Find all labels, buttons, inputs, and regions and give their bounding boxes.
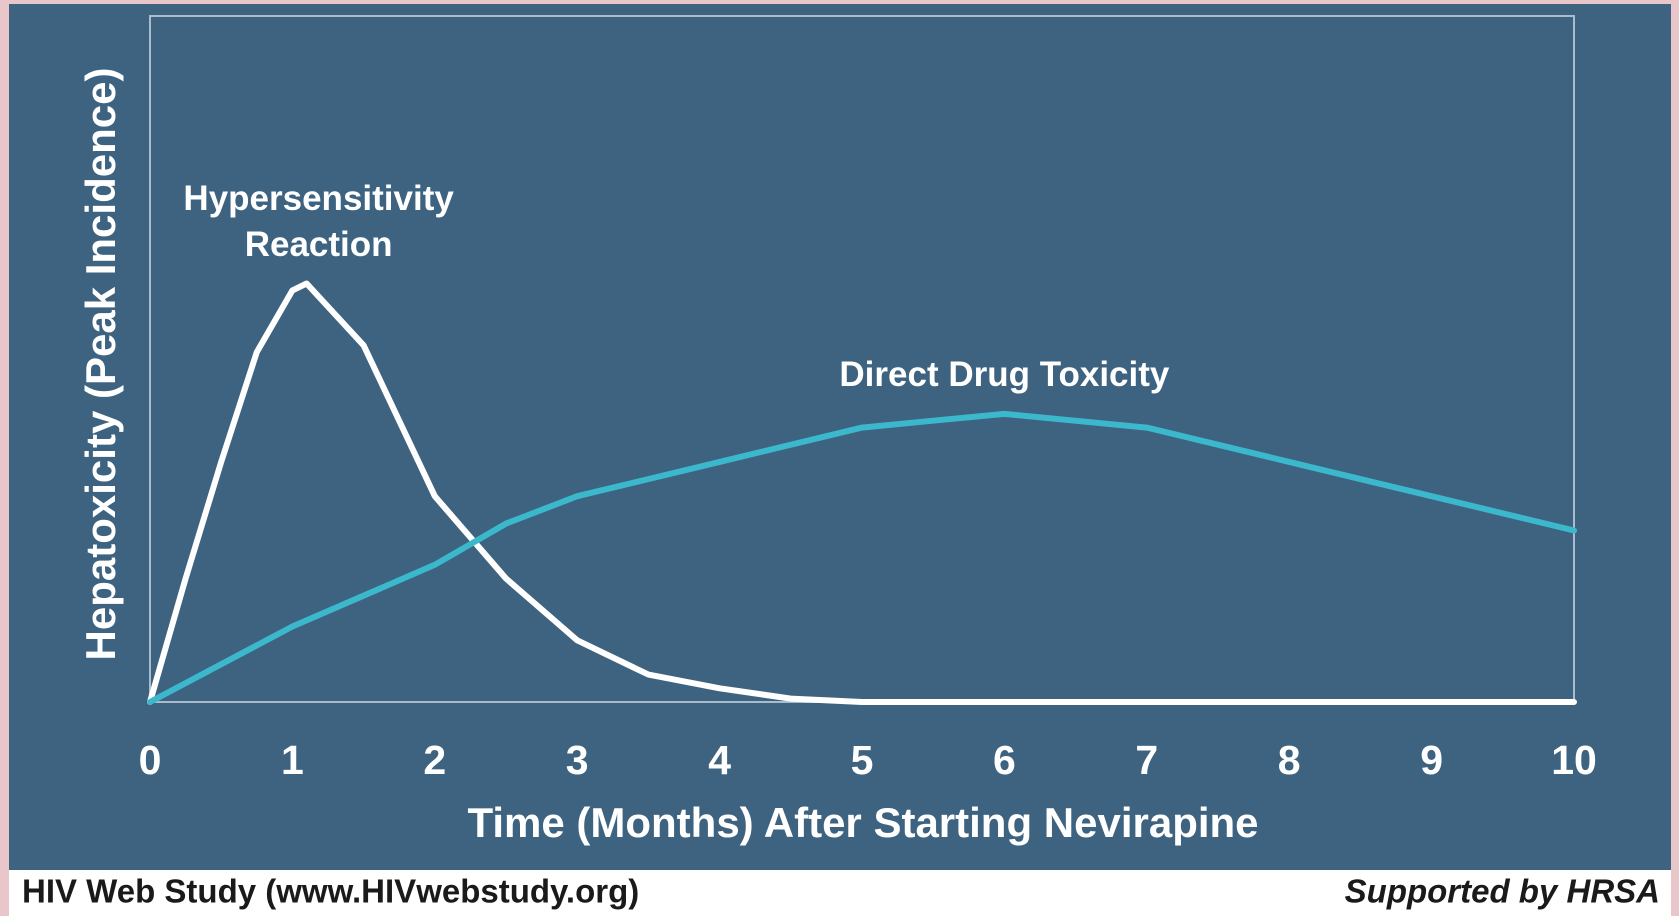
x-tick-label: 0: [139, 737, 162, 783]
x-tick-label: 4: [708, 737, 731, 783]
x-tick-label: 3: [566, 737, 589, 783]
x-tick-label: 1: [281, 737, 304, 783]
x-tick-label: 8: [1278, 737, 1301, 783]
x-tick-label: 6: [993, 737, 1016, 783]
x-tick-label: 7: [1135, 737, 1158, 783]
x-tick-label: 9: [1420, 737, 1443, 783]
x-tick-label: 10: [1551, 737, 1597, 783]
panel: [9, 4, 1671, 870]
footer-right: Supported by HRSA: [1345, 873, 1660, 910]
y-axis-label: Hepatoxicity (Peak Incidence): [77, 68, 124, 661]
line-series: [147, 280, 1577, 705]
line-series: [147, 410, 1577, 705]
x-tick-label: 5: [851, 737, 874, 783]
x-tick-label: 2: [423, 737, 446, 783]
series-label: Hypersensitivity Reaction: [183, 178, 454, 264]
footer-bar: [9, 870, 1671, 916]
footer-left: HIV Web Study (www.HIVwebstudy.org): [22, 873, 639, 910]
x-axis-label: Time (Months) After Starting Nevirapine: [467, 799, 1258, 846]
series-label: Direct Drug Toxicity: [839, 354, 1170, 394]
